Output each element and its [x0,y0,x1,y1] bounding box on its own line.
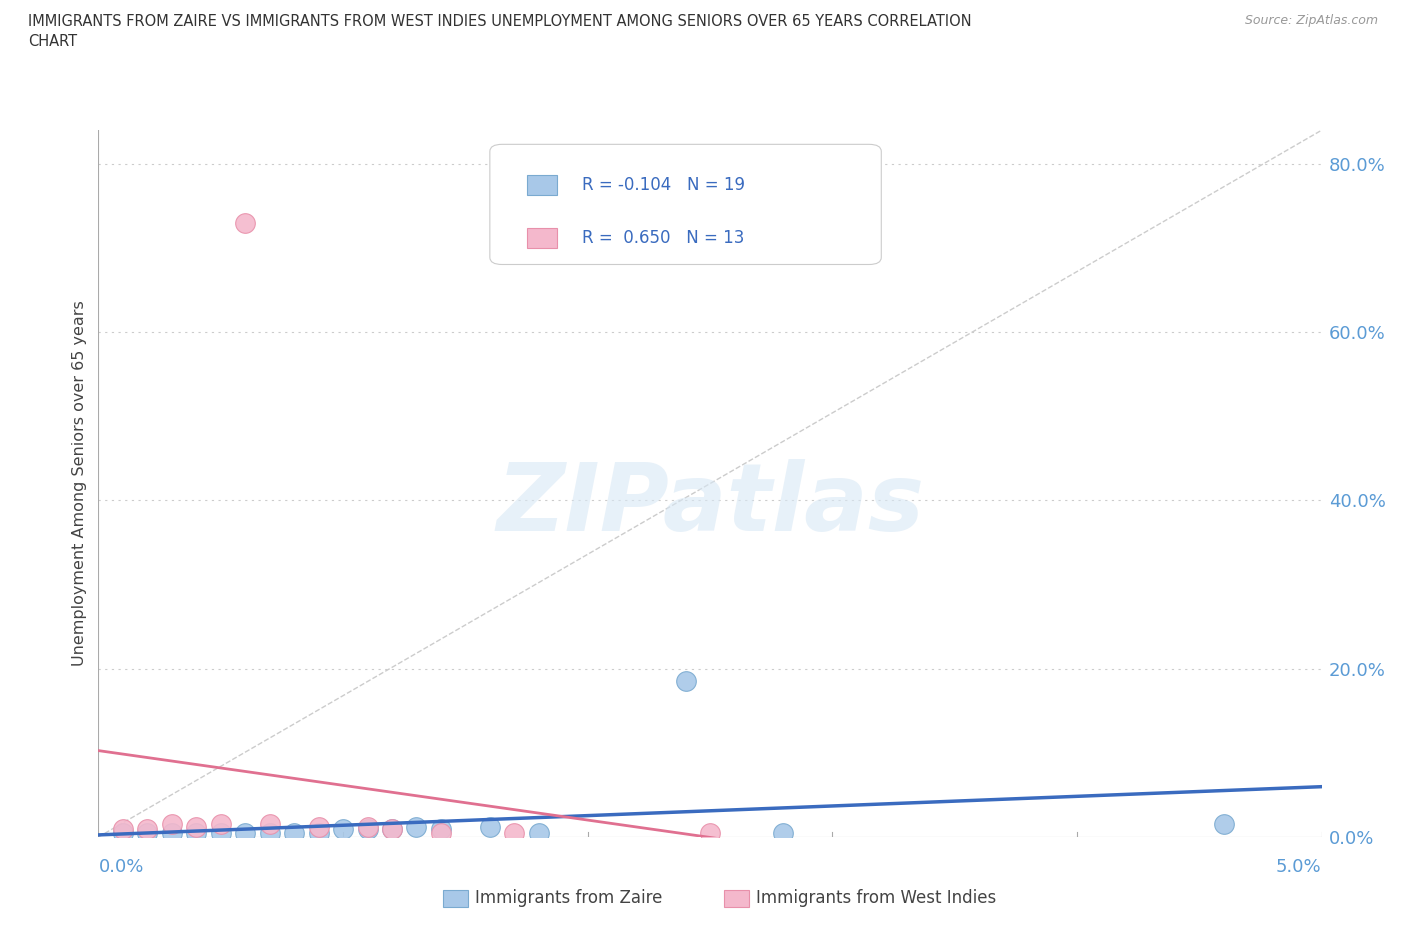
Point [527,825,550,840]
Point [259,825,281,840]
Point [772,825,794,840]
Text: CHART: CHART [28,34,77,49]
Point [478,819,501,834]
Y-axis label: Unemployment Among Seniors over 65 years: Unemployment Among Seniors over 65 years [72,300,87,667]
Point [332,821,354,836]
Point [381,821,404,836]
Point [699,825,721,840]
Point [111,821,134,836]
Point [381,821,404,836]
Point [308,819,330,834]
Text: 0.0%: 0.0% [98,858,143,876]
Point [356,819,378,834]
Point [209,817,232,831]
Point [186,819,208,834]
Point [209,825,232,840]
Point [356,821,378,836]
Point [283,825,305,840]
Point [405,819,427,834]
Point [1212,817,1234,831]
Point [111,825,134,840]
Point [430,821,453,836]
Point [136,821,159,836]
Point [160,817,183,831]
Point [308,825,330,840]
Text: R = -0.104   N = 19: R = -0.104 N = 19 [582,177,745,194]
FancyBboxPatch shape [489,144,882,264]
Text: Immigrants from West Indies: Immigrants from West Indies [756,889,997,908]
Text: Source: ZipAtlas.com: Source: ZipAtlas.com [1244,14,1378,27]
Point [233,216,256,231]
Text: ZIPatlas: ZIPatlas [496,458,924,551]
Point [259,817,281,831]
Point [136,825,159,840]
Text: 5.0%: 5.0% [1277,858,1322,876]
Point [430,825,453,840]
Point [233,825,256,840]
FancyBboxPatch shape [527,229,557,248]
Point [160,825,183,840]
Text: Immigrants from Zaire: Immigrants from Zaire [475,889,662,908]
Point [503,825,526,840]
Point [186,825,208,840]
Text: IMMIGRANTS FROM ZAIRE VS IMMIGRANTS FROM WEST INDIES UNEMPLOYMENT AMONG SENIORS : IMMIGRANTS FROM ZAIRE VS IMMIGRANTS FROM… [28,14,972,29]
Point [675,674,697,689]
Text: R =  0.650   N = 13: R = 0.650 N = 13 [582,230,744,247]
FancyBboxPatch shape [527,176,557,195]
